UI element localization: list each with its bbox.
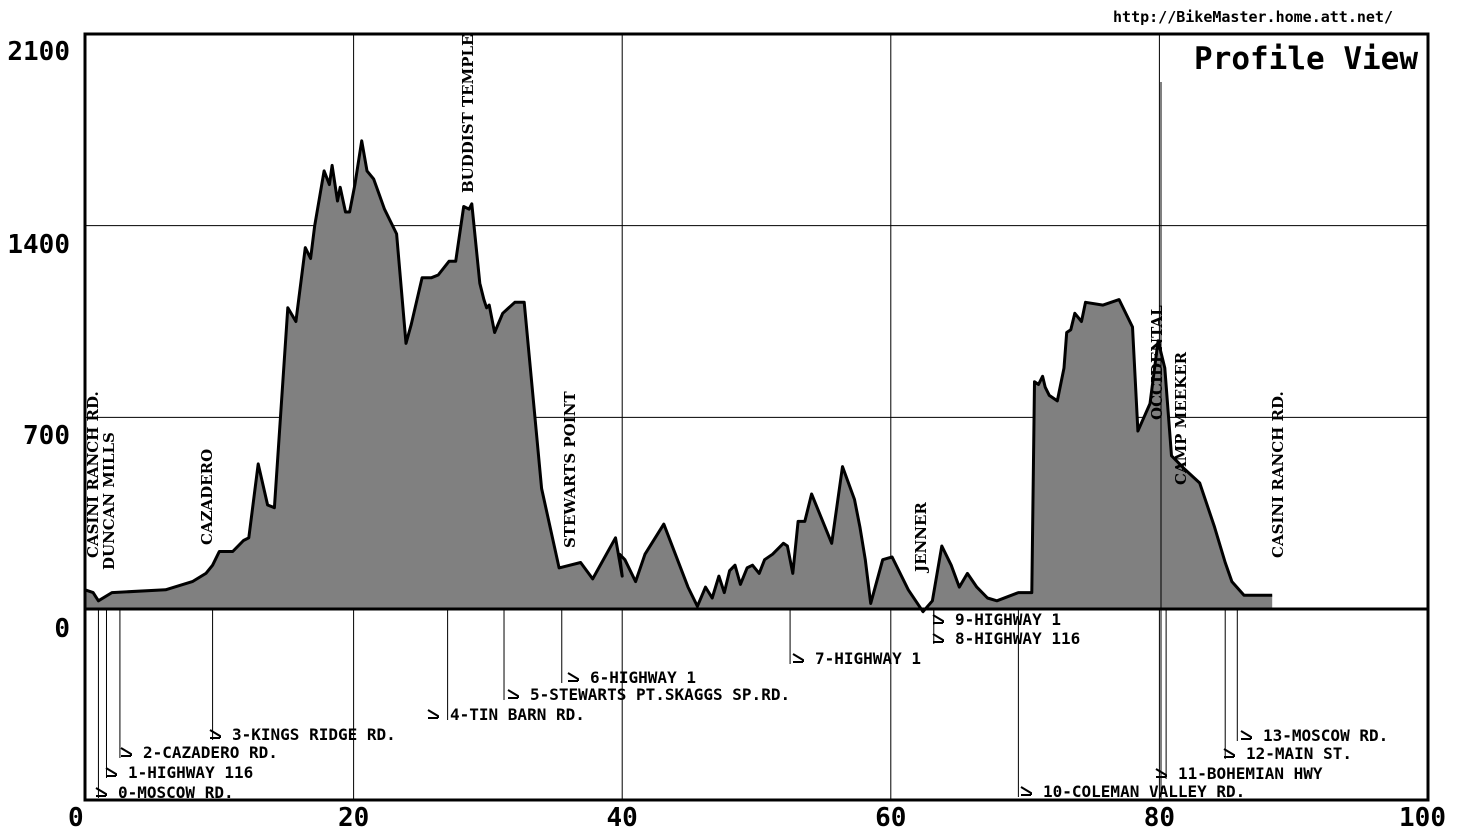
turn-label: 2-CAZADERO RD. — [143, 743, 278, 762]
turn-arrow-icon — [1240, 730, 1252, 740]
turn-label: 3-KINGS RIDGE RD. — [232, 725, 396, 744]
place-label: DUNCAN MILLS — [100, 432, 118, 570]
turn-label: 10-COLEMAN VALLEY RD. — [1043, 782, 1245, 801]
x-tick-label: 20 — [338, 803, 369, 832]
place-label: BUDDIST TEMPLE — [459, 35, 477, 193]
plot-frame — [83, 32, 1430, 802]
axis-tick-labels: 0 20 40 60 80 100 0 700 1400 2100 — [7, 37, 1446, 832]
place-label: OCCIDENTAL — [1148, 305, 1166, 420]
place-label: STEWARTS POINT — [561, 391, 579, 548]
elevation-area — [85, 140, 1273, 612]
turn-arrow-icon — [567, 672, 579, 682]
turn-label: 13-MOSCOW RD. — [1263, 726, 1388, 745]
elevation-line — [84, 139, 1273, 614]
turn-label: 5-STEWARTS PT.SKAGGS SP.RD. — [530, 685, 790, 704]
x-tick-label: 100 — [1399, 803, 1446, 832]
turn-arrow-icon — [932, 614, 944, 624]
turn-arrow-icon — [209, 729, 221, 739]
turn-arrow-icon — [105, 767, 117, 777]
turn-arrow-icon — [95, 787, 107, 797]
source-url: http://BikeMaster.home.att.net/ — [1113, 8, 1393, 26]
turn-arrow-icon — [507, 689, 519, 699]
turn-arrow-icon — [1223, 748, 1235, 758]
x-tick-label: 80 — [1144, 803, 1175, 832]
turn-arrow-icon — [120, 747, 132, 757]
turn-arrow-icon — [427, 709, 439, 719]
turn-label: 1-HIGHWAY 116 — [128, 763, 253, 782]
y-tick-label: 0 — [54, 614, 70, 644]
y-tick-label: 1400 — [7, 230, 70, 260]
place-label: CASINI RANCH RD. — [1269, 391, 1287, 558]
turn-label: 8-HIGHWAY 116 — [955, 629, 1080, 648]
turn-label: 4-TIN BARN RD. — [450, 705, 585, 724]
place-label: CAMP MEEKER — [1172, 351, 1190, 485]
turn-arrow-icon — [792, 653, 804, 663]
x-tick-label: 0 — [68, 803, 84, 832]
chart-title: Profile View — [1194, 41, 1418, 77]
turn-label: 9-HIGHWAY 1 — [955, 610, 1061, 629]
place-label: CASINI RANCH RD. — [84, 391, 102, 558]
x-tick-label: 60 — [875, 803, 906, 832]
place-label: JENNER — [912, 502, 930, 574]
turn-arrow-icon — [1020, 786, 1032, 796]
x-tick-label: 40 — [607, 803, 638, 832]
turn-label: 11-BOHEMIAN HWY — [1178, 764, 1323, 783]
turn-label: 0-MOSCOW RD. — [118, 783, 234, 802]
turn-arrow-icon — [932, 633, 944, 643]
turn-label: 6-HIGHWAY 1 — [590, 668, 696, 687]
turn-label: 12-MAIN ST. — [1246, 744, 1352, 763]
y-tick-label: 2100 — [7, 37, 70, 67]
y-tick-label: 700 — [23, 421, 70, 451]
place-labels: CASINI RANCH RD.DUNCAN MILLS CAZADEROBUDD… — [84, 35, 1287, 800]
turn-leader-lines — [95, 609, 1252, 798]
turn-label: 7-HIGHWAY 1 — [815, 649, 921, 668]
place-label: CAZADERO — [198, 449, 216, 545]
